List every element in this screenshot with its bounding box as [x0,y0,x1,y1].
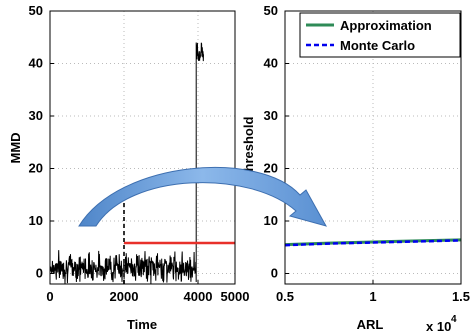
left-xtick-label: 2000 [110,289,139,304]
right-ytick-label: 20 [264,161,278,176]
right-ytick-label: 30 [264,108,278,123]
curved-arrow [78,166,328,227]
left-ytick-label: 10 [29,213,43,228]
right-xtick-label: 1.5 [452,289,470,304]
x-scale-multiplier: x 10 4 [426,314,457,334]
left-axes-frame [49,10,236,285]
right-xlabel: ARL [357,317,384,332]
left-panel: 0 10 20 30 40 50 0 2000 4000 5000 Time MMD [8,3,249,332]
left-ytick-label: 50 [29,3,43,18]
right-ytick-label: 40 [264,56,278,71]
left-xtick-label: 0 [46,289,53,304]
right-ytick-label: 0 [271,266,278,281]
legend: Approximation Monte Carlo [299,12,461,58]
left-ytick-label: 0 [36,266,43,281]
left-ticks: 0 10 20 30 40 50 0 2000 4000 5000 [29,3,250,304]
right-ytick-label: 50 [264,3,278,18]
x-scale-exponent: 4 [451,314,457,325]
monte-carlo-series-line [285,239,461,247]
left-xlabel: Time [127,317,157,332]
legend-box [299,12,461,58]
mmd-series-line [50,42,204,284]
left-series [50,42,235,284]
legend-label-monte-carlo: Monte Carlo [340,38,415,53]
x-scale-base: x 10 [426,319,451,334]
left-ytick-label: 40 [29,56,43,71]
left-xtick-label: 4000 [184,289,213,304]
right-ytick-label: 10 [264,213,278,228]
right-ylabel: Threshold [241,117,256,180]
right-xtick-label: 0.5 [276,289,294,304]
right-ticks: 0 10 20 30 40 50 0.5 1 1.5 [264,3,471,304]
legend-label-approximation: Approximation [340,18,432,33]
right-series [285,238,461,247]
left-xtick-label: 5000 [221,289,250,304]
left-ylabel: MMD [8,132,23,163]
left-ytick-label: 20 [29,161,43,176]
right-xtick-label: 1 [369,289,376,304]
left-ytick-label: 30 [29,108,43,123]
